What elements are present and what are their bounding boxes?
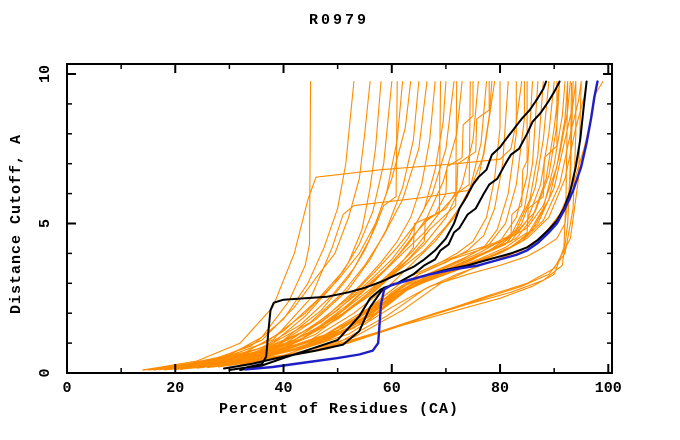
ensemble-curve-29 [153,80,544,371]
ensemble-curve-33 [147,80,566,371]
ensemble-curve-14 [153,80,463,370]
x-tick-label: 40 [275,380,293,397]
x-tick-label: 100 [595,380,622,397]
axes-layer [66,63,613,374]
ensemble-curve-39 [201,80,558,368]
y-tick-label: 10 [37,65,54,83]
x-tick-label: 80 [491,380,509,397]
curves-layer [142,80,604,371]
y-axis-label: Distance Cutoff, A [8,134,25,314]
reference-curve-1 [244,80,599,371]
x-tick-label: 20 [166,380,184,397]
plot-border [66,63,613,374]
ensemble-curve-32 [185,80,561,370]
ensemble-curve-36 [180,80,582,370]
ensemble-curve-8 [180,80,420,370]
ensemble-curve-27 [174,80,534,370]
ensemble-curve-9 [153,80,428,371]
highlighted-curve-1 [228,80,548,371]
ensemble-curve-49 [142,80,523,371]
ensemble-curve-23 [174,80,501,370]
ensemble-curve-31 [174,80,555,370]
y-tick-label: 0 [37,368,54,377]
ensemble-curve-47 [169,80,561,370]
chart-title: R0979 [309,12,369,29]
ensemble-curve-2 [153,80,355,370]
ensemble-curve-13 [142,80,455,371]
tick-label-layer: 0 20 40 60 80 100 0 5 10 [37,65,622,397]
ensemble-curve-16 [163,80,479,371]
y-tick-label: 5 [37,219,54,228]
ensemble-curve-21 [169,80,490,370]
ensemble-curve-20 [158,80,474,370]
ensemble-curve-42 [228,82,577,367]
ensemble-curve-50 [153,80,493,370]
ensemble-curve-3 [163,80,371,370]
ensemble-curve-48 [180,80,569,370]
x-axis-label: Percent of Residues (CA) [219,401,459,418]
ensemble-curve-22 [180,80,442,370]
ensemble-curve-6 [158,80,404,370]
x-tick-label: 60 [383,380,401,397]
highlighted-curve-2 [239,80,561,371]
x-tick-label: 0 [62,380,71,397]
highlighted-curve-3 [223,80,588,370]
ensemble-curve-44 [239,82,582,366]
ensemble-curve-34 [158,80,571,371]
